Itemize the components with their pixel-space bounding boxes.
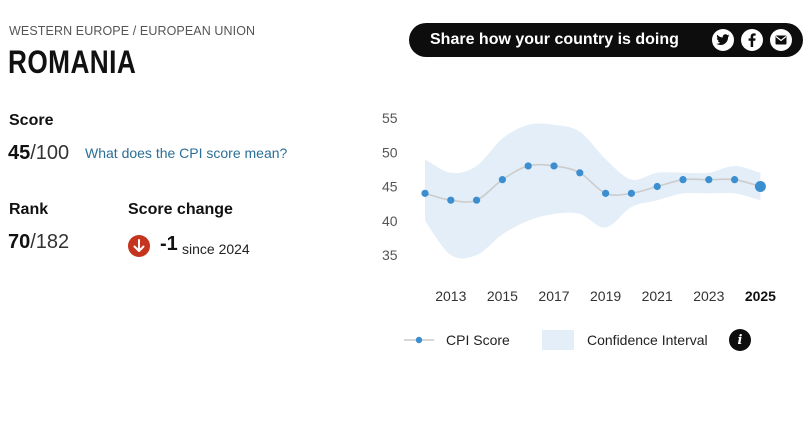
ci-legend-swatch [542, 330, 574, 350]
country-title: ROMANIA [8, 44, 137, 80]
y-tick-label: 50 [382, 144, 398, 160]
y-tick-label: 45 [382, 179, 398, 195]
cpi-point-2013 [447, 196, 455, 204]
share-text: Share how your country is doing [430, 31, 679, 48]
cpi-point-2017 [550, 162, 558, 170]
cpi-point-2024 [731, 176, 739, 184]
x-tick-label: 2017 [538, 288, 569, 304]
score-change-since: since 2024 [182, 241, 250, 257]
score-label: Score [9, 112, 54, 129]
info-icon[interactable]: i [729, 329, 751, 351]
email-icon[interactable] [770, 29, 792, 51]
cpi-score-meaning-link[interactable]: What does the CPI score mean? [85, 145, 288, 161]
cpi-point-2015 [498, 176, 506, 184]
x-tick-label: 2021 [642, 288, 673, 304]
x-tick-label: 2015 [487, 288, 518, 304]
score-denominator: /100 [30, 142, 70, 164]
region-breadcrumb: WESTERN EUROPE / EUROPEAN UNION [9, 24, 256, 38]
ci-legend-label: Confidence Interval [587, 332, 708, 348]
cpi-point-2022 [679, 176, 687, 184]
x-tick-label: 2013 [435, 288, 466, 304]
y-tick-label: 55 [382, 110, 398, 126]
x-tick-label: 2019 [590, 288, 621, 304]
score-number: 45 [8, 142, 31, 164]
cpi-point-2019 [602, 189, 610, 197]
cpi-point-2020 [627, 189, 635, 197]
cpi-score-chart: 35 40 45 50 55 2013 2015 2017 2019 2021 2023 2025 [382, 110, 776, 304]
arrow-down-icon [128, 235, 150, 257]
twitter-icon[interactable] [712, 29, 734, 51]
cpi-point-2025 [754, 181, 766, 192]
cpi-point-2012 [421, 189, 429, 197]
y-tick-label: 40 [382, 213, 398, 229]
cpi-legend-label: CPI Score [446, 332, 510, 348]
cpi-point-2014 [473, 196, 481, 204]
rank-value: 70/182 [8, 231, 69, 254]
score-change-label: Score change [128, 201, 233, 218]
rank-number: 70 [8, 231, 31, 253]
rank-denominator: /182 [30, 231, 70, 253]
cpi-legend-marker [404, 336, 434, 344]
facebook-icon[interactable] [741, 29, 763, 51]
y-tick-label: 35 [382, 247, 398, 263]
cpi-point-2016 [524, 162, 532, 170]
cpi-point-2023 [705, 176, 713, 184]
x-tick-label: 2023 [693, 288, 724, 304]
score-change-value: -1 [160, 233, 178, 255]
cpi-point-2021 [653, 182, 661, 191]
confidence-interval-band [425, 123, 761, 259]
x-tick-label: 2025 [745, 288, 776, 304]
rank-label: Rank [9, 201, 49, 218]
share-bar[interactable]: Share how your country is doing [409, 23, 803, 57]
score-value: 45/100 [8, 142, 69, 165]
cpi-point-2018 [576, 169, 584, 177]
